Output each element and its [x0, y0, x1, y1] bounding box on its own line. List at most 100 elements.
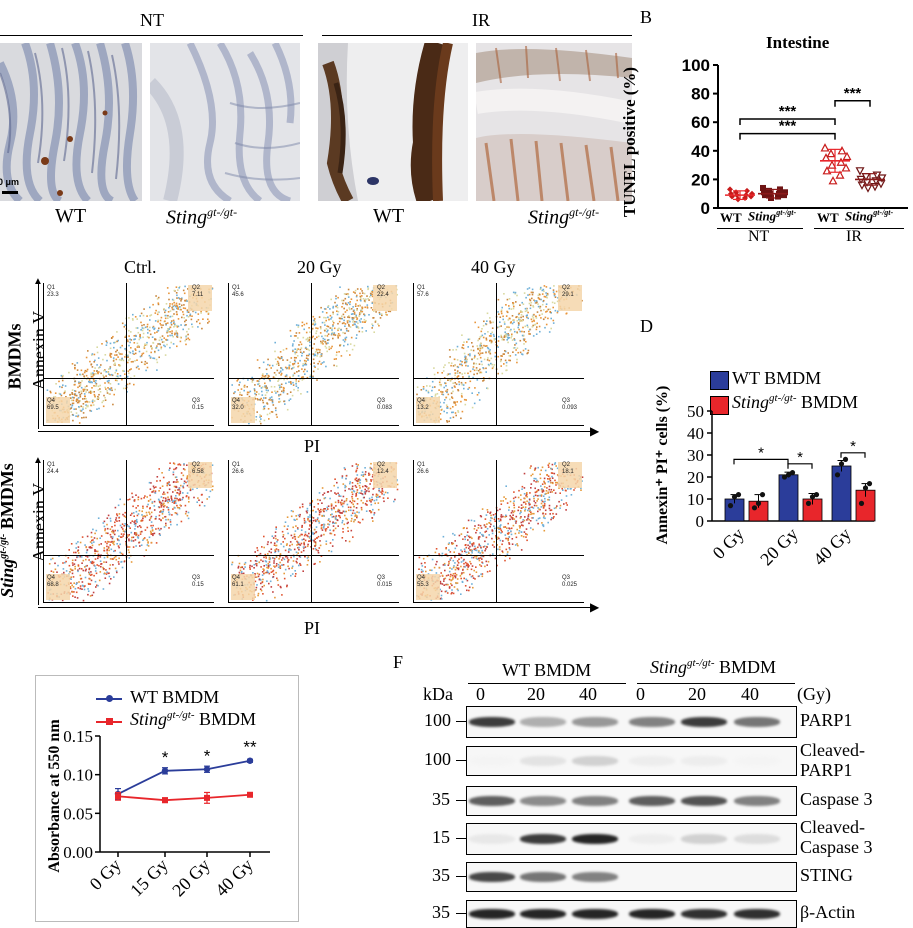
flow-event: [278, 394, 280, 397]
flow-event: [178, 287, 180, 289]
flow-event: [301, 368, 303, 370]
flow-event: [335, 522, 337, 524]
flow-event: [256, 380, 259, 382]
flow-event: [365, 490, 367, 493]
flow-event: [447, 583, 449, 586]
flow-event: [349, 303, 351, 306]
flow-event: [474, 578, 476, 580]
flow-event: [351, 495, 353, 498]
flow-event: [521, 311, 524, 313]
flow-event: [527, 294, 529, 296]
y-tick-label: 100: [682, 56, 710, 75]
flow-event: [306, 338, 309, 340]
flow-event: [479, 564, 481, 566]
flow-event: [99, 388, 101, 390]
flow-event: [469, 542, 471, 545]
flow-event: [478, 575, 481, 577]
flow-event: [535, 504, 538, 507]
flow-event: [528, 287, 531, 289]
flow-event: [112, 564, 114, 566]
flow-event: [525, 495, 527, 497]
flow-event: [148, 519, 151, 521]
flow-event: [449, 575, 452, 578]
flow-event: [530, 474, 532, 477]
flow-event: [161, 485, 164, 487]
flow-event: [335, 365, 338, 367]
flow-event: [479, 371, 482, 374]
flow-event: [383, 493, 385, 496]
flow-event: [272, 537, 275, 539]
flow-event: [322, 494, 324, 496]
flow-event: [311, 522, 313, 524]
flow-event: [77, 555, 79, 558]
flow-event: [107, 547, 110, 550]
quadrant-highlight: [416, 397, 440, 423]
flow-event: [248, 422, 250, 425]
flow-event: [150, 515, 153, 518]
flow-event: [288, 399, 290, 402]
flow-event: [198, 504, 201, 507]
flow-event: [158, 468, 160, 470]
flow-event: [167, 335, 169, 337]
flow-event: [441, 393, 443, 395]
flow-event: [277, 563, 280, 566]
flow-event: [445, 583, 447, 586]
flow-event: [319, 349, 321, 351]
flow-event: [85, 568, 87, 571]
quadrant-q3-label: Q3 0.015: [377, 575, 392, 589]
flow-event: [78, 391, 80, 394]
flow-event: [460, 556, 463, 559]
flow-event: [74, 596, 76, 598]
flow-event: [356, 467, 359, 470]
flow-event: [270, 567, 272, 570]
flow-event: [293, 356, 296, 359]
flow-event: [337, 499, 340, 502]
flow-event: [179, 499, 182, 501]
flow-event: [132, 540, 135, 542]
flow-event: [153, 509, 156, 511]
flow-event: [329, 314, 332, 317]
flow-event: [369, 292, 372, 295]
flow-event: [266, 543, 269, 546]
flow-event: [87, 593, 89, 596]
flow-event: [252, 378, 255, 381]
flow-event: [499, 519, 502, 522]
flow-event: [169, 519, 172, 521]
flow-event: [512, 302, 515, 304]
flow-event: [542, 299, 545, 302]
flow-event: [531, 320, 533, 323]
flow-event: [526, 314, 528, 316]
flow-event: [120, 359, 123, 362]
flow-event: [260, 582, 262, 585]
flow-event: [534, 491, 537, 494]
flow-event: [294, 575, 297, 577]
flow-event: [131, 512, 133, 515]
flow-event: [343, 523, 346, 526]
flow-event: [504, 555, 507, 557]
flow-event: [507, 333, 509, 335]
flow-event: [307, 337, 309, 339]
flow-event: [162, 499, 164, 502]
flow-event: [485, 514, 488, 516]
flow-event: [76, 362, 79, 364]
flow-event: [551, 472, 554, 474]
flow-event: [123, 515, 126, 517]
flow-event: [356, 309, 358, 311]
flow-event: [118, 557, 120, 560]
flow-event: [471, 556, 473, 559]
flow-event: [500, 503, 503, 505]
flow-event: [188, 501, 190, 503]
flow-event: [312, 376, 314, 379]
flow-event: [259, 414, 261, 416]
flow-event: [523, 339, 525, 342]
flow-event: [437, 371, 439, 374]
flow-event: [125, 540, 127, 543]
flow-event: [342, 531, 344, 533]
flow-event: [469, 573, 471, 576]
flow-event: [125, 528, 127, 531]
flow-event: [367, 287, 370, 290]
flow-event: [187, 496, 190, 499]
flow-event: [182, 492, 184, 494]
flow-event: [549, 491, 552, 493]
flow-event: [192, 488, 194, 491]
